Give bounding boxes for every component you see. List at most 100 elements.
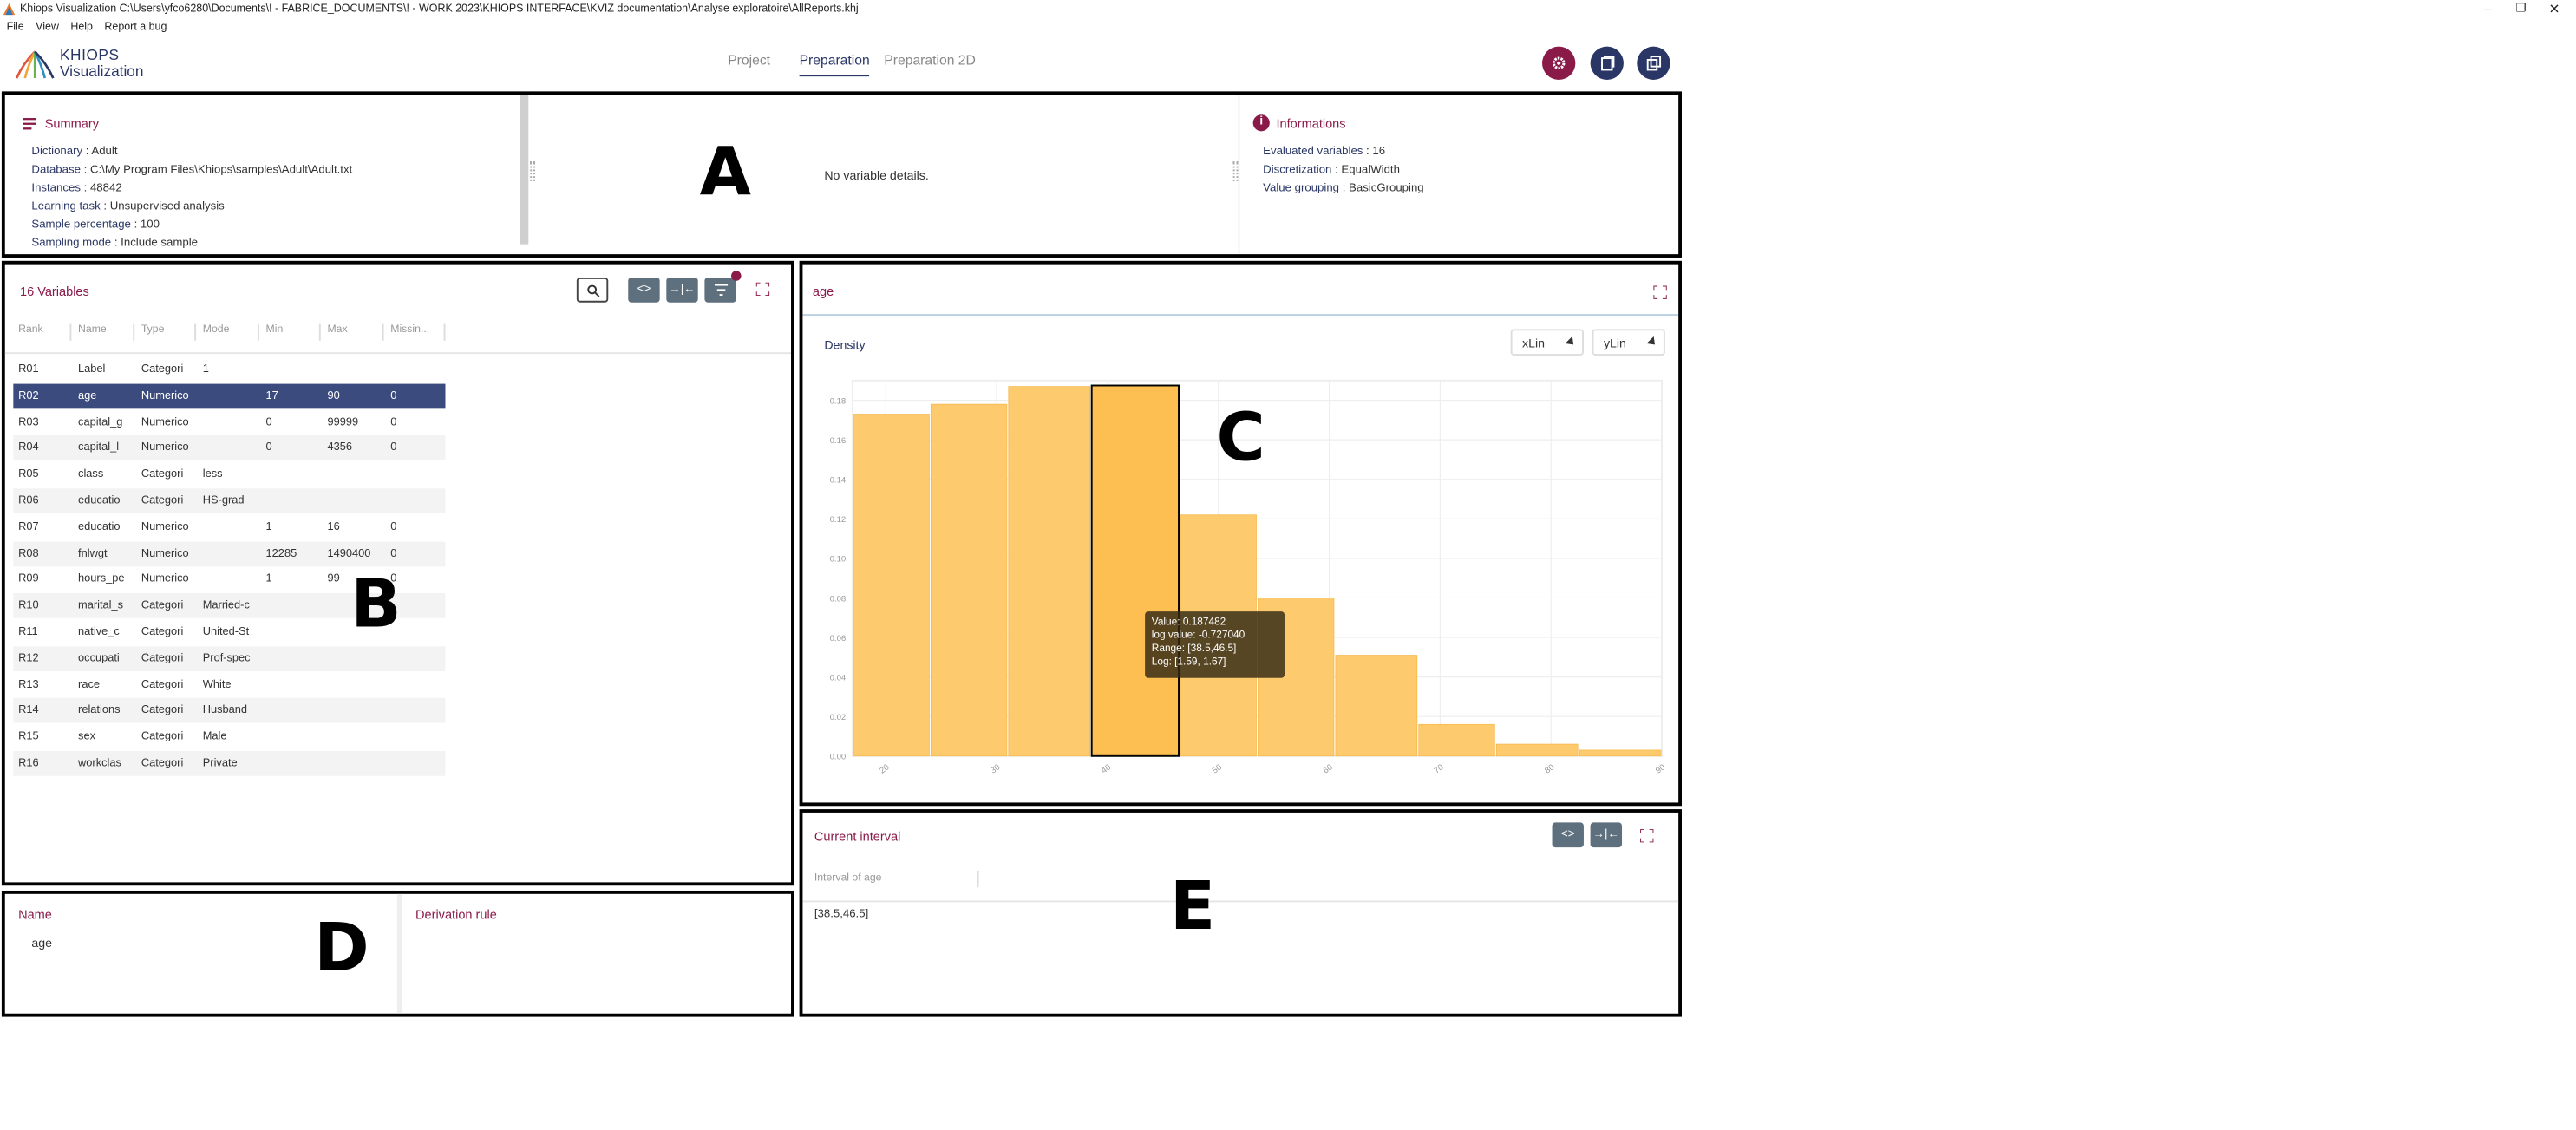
list-icon	[23, 118, 37, 130]
table-header-line	[4, 352, 792, 355]
tooltip-value: Value: 0.187482	[1151, 616, 1226, 629]
y-tick-label: 0.12	[830, 515, 847, 525]
menu-help[interactable]: Help	[70, 21, 93, 34]
interval-value[interactable]: [38.5,46.5]	[814, 909, 869, 921]
table-row[interactable]: R15 sex Categori Male	[13, 725, 445, 750]
table-row[interactable]: R13 race Categori White	[13, 672, 445, 697]
fullscreen-icon[interactable]	[1640, 829, 1654, 843]
table-row[interactable]: R16 workclas Categori Private	[13, 751, 446, 776]
settings-button[interactable]	[1542, 46, 1576, 80]
cell-rank: R05	[18, 468, 39, 481]
table-row[interactable]: R06 educatio Categori HS-grad	[13, 488, 446, 514]
cell-mode: United-St	[202, 626, 250, 638]
collapse-columns-button[interactable]: →|←	[1590, 822, 1623, 848]
histogram-bar[interactable]	[1335, 655, 1418, 757]
histogram-chart[interactable]: 0.00 0.02 0.04 0.06 0.08 0.10 0.12 0.14 0.16 0.18…	[802, 265, 1678, 803]
y-tick-label: 0.14	[830, 476, 847, 486]
column-header-name[interactable]: Name	[78, 323, 107, 336]
informations-title: Informations	[1276, 116, 1346, 132]
column-header-mode[interactable]: Mode	[202, 323, 230, 336]
menu-view[interactable]: View	[36, 21, 59, 34]
x-tick-label: 20	[878, 762, 891, 775]
minimize-button[interactable]: –	[2483, 1, 2492, 17]
table-row[interactable]: R03 capital_g Numerico 0 99999 0	[13, 409, 445, 434]
y-tick-label: 0.06	[830, 634, 847, 643]
name-label: Name	[18, 907, 52, 923]
histogram-bar[interactable]	[930, 403, 1008, 757]
cell-max: 99	[327, 573, 340, 586]
column-header-type[interactable]: Type	[141, 323, 165, 336]
table-row[interactable]: R12 occupati Categori Prof-spec	[13, 645, 446, 671]
column-separator	[194, 323, 197, 341]
cell-rank: R16	[18, 757, 39, 770]
table-row[interactable]: R01 Label Categori 1	[13, 357, 445, 382]
cell-rank: R10	[18, 600, 39, 612]
column-header-rank[interactable]: Rank	[18, 323, 43, 336]
histogram-bar[interactable]	[1495, 743, 1579, 757]
filter-button[interactable]	[704, 277, 736, 303]
table-row[interactable]: R08 fnlwgt Numerico 12285 1490400 0	[13, 540, 446, 566]
table-row[interactable]: R09 hours_pe Numerico 1 99 0	[13, 567, 445, 592]
collapse-columns-button[interactable]: →|←	[666, 277, 698, 303]
column-header-missing[interactable]: Missin...	[390, 323, 430, 336]
file-icon	[1601, 56, 1615, 71]
search-button[interactable]	[576, 277, 609, 303]
summary-scrollbar[interactable]	[520, 95, 529, 245]
logo-line1: KHIOPS	[59, 46, 120, 63]
column-separator	[977, 870, 979, 888]
open-file-button[interactable]	[1590, 46, 1624, 80]
x-scale-select[interactable]: xLin	[1510, 329, 1584, 356]
table-row[interactable]: R04 capital_l Numerico 0 4356 0	[13, 435, 446, 461]
column-header-interval[interactable]: Interval of age	[814, 872, 882, 885]
current-interval-title: Current interval	[814, 829, 901, 845]
table-row[interactable]: R14 relations Categori Husband	[13, 698, 446, 724]
gear-icon	[1552, 56, 1566, 70]
cell-name: educatio	[78, 494, 121, 507]
table-row[interactable]: R11 native_c Categori United-St	[13, 620, 445, 645]
histogram-bar[interactable]	[1579, 749, 1662, 757]
y-scale-value: yLin	[1603, 335, 1626, 350]
cell-name: race	[78, 678, 100, 691]
tab-project[interactable]: Project	[728, 53, 771, 69]
table-header-line	[802, 900, 1679, 903]
column-header-min[interactable]: Min	[265, 323, 284, 336]
expand-columns-button[interactable]: <>	[628, 277, 660, 303]
cell-type: Categori	[141, 705, 184, 717]
table-row[interactable]: R10 marital_s Categori Married-c	[13, 593, 446, 619]
histogram-bar[interactable]	[1090, 384, 1180, 757]
y-scale-select[interactable]: yLin	[1592, 329, 1665, 356]
table-row[interactable]: R02 age Numerico 17 90 0	[13, 383, 446, 408]
histogram-bar[interactable]	[853, 414, 930, 757]
cell-type: Categori	[141, 678, 184, 691]
info-row-value-grouping: Value grouping : BasicGrouping	[1263, 182, 1424, 195]
app-icon	[3, 3, 16, 16]
cell-rank: R07	[18, 521, 39, 533]
tab-preparation-2d[interactable]: Preparation 2D	[884, 53, 976, 69]
column-header-max[interactable]: Max	[327, 323, 348, 336]
y-tick-label: 0.04	[830, 673, 847, 683]
table-row[interactable]: R05 class Categori less	[13, 462, 445, 487]
close-button[interactable]: ✕	[2548, 1, 2560, 17]
table-row[interactable]: R07 educatio Numerico 1 16 0	[13, 515, 445, 540]
y-tick-label: 0.18	[830, 396, 847, 406]
panel-derivation: Name age Derivation rule D	[1, 890, 794, 1017]
tab-preparation[interactable]: Preparation	[799, 53, 870, 77]
copy-icon	[1646, 56, 1662, 71]
cell-type: Categori	[141, 652, 184, 665]
fullscreen-icon[interactable]	[755, 282, 770, 297]
histogram-bar[interactable]	[1418, 723, 1495, 757]
restore-button[interactable]: ❐	[2515, 3, 2527, 16]
derivation-rule-label: Derivation rule	[415, 907, 497, 923]
menu-file[interactable]: File	[6, 21, 24, 34]
info-row-discretization: Discretization : EqualWidth	[1263, 164, 1400, 177]
menu-report-bug[interactable]: Report a bug	[104, 21, 167, 34]
cell-rank: R09	[18, 573, 39, 586]
chart-tooltip: Value: 0.187482 log value: -0.727040 Ran…	[1145, 611, 1285, 678]
histogram-bar[interactable]	[1008, 386, 1091, 757]
resize-handle-left[interactable]	[530, 160, 535, 181]
resize-handle-right[interactable]	[1232, 160, 1239, 181]
cell-name: relations	[78, 705, 121, 717]
expand-columns-button[interactable]: <>	[1552, 822, 1584, 848]
open-file-alt-button[interactable]	[1637, 46, 1670, 80]
cell-missing: 0	[390, 416, 397, 428]
